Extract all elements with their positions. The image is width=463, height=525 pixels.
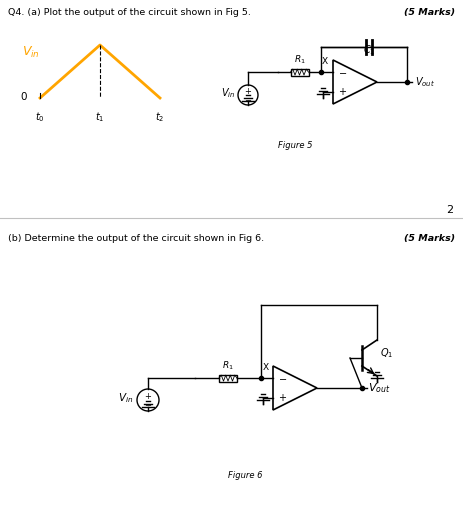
Text: $R_1$: $R_1$	[222, 360, 234, 372]
Text: $-$: $-$	[338, 67, 347, 77]
Text: $t_0$: $t_0$	[35, 110, 45, 124]
Text: $V_{in}$: $V_{in}$	[22, 45, 40, 59]
Text: 2: 2	[446, 205, 453, 215]
Text: $+$: $+$	[338, 87, 347, 98]
Text: $t_1$: $t_1$	[95, 110, 105, 124]
Text: $V_{in}$: $V_{in}$	[220, 86, 235, 100]
Text: $V_{in}$: $V_{in}$	[118, 391, 133, 405]
Text: $+$: $+$	[244, 86, 252, 96]
Text: $-$: $-$	[278, 373, 287, 383]
Text: $0$: $0$	[20, 90, 28, 102]
Text: $+$: $+$	[144, 391, 152, 401]
Bar	[290, 69, 308, 76]
Text: Figure 6: Figure 6	[228, 471, 262, 480]
Text: Figure 5: Figure 5	[278, 141, 312, 150]
Text: $V_{out}$: $V_{out}$	[415, 75, 435, 89]
Text: (5 Marks): (5 Marks)	[404, 234, 455, 243]
Text: Q4. (a) Plot the output of the circuit shown in Fig 5.: Q4. (a) Plot the output of the circuit s…	[8, 8, 251, 17]
Text: X: X	[263, 363, 269, 372]
Text: $Q_1$: $Q_1$	[380, 346, 393, 360]
Text: X: X	[322, 57, 328, 66]
Text: $V_{out}$: $V_{out}$	[368, 381, 391, 395]
Text: $-$: $-$	[144, 400, 152, 408]
Text: $t_2$: $t_2$	[155, 110, 165, 124]
Text: $C_1$: $C_1$	[363, 43, 375, 57]
Bar	[219, 375, 237, 382]
Text: $R_1$: $R_1$	[294, 54, 306, 66]
Text: $+$: $+$	[278, 392, 287, 403]
Text: (b) Determine the output of the circuit shown in Fig 6.: (b) Determine the output of the circuit …	[8, 234, 264, 243]
Text: $-$: $-$	[244, 94, 252, 103]
Text: (5 Marks): (5 Marks)	[404, 8, 455, 17]
